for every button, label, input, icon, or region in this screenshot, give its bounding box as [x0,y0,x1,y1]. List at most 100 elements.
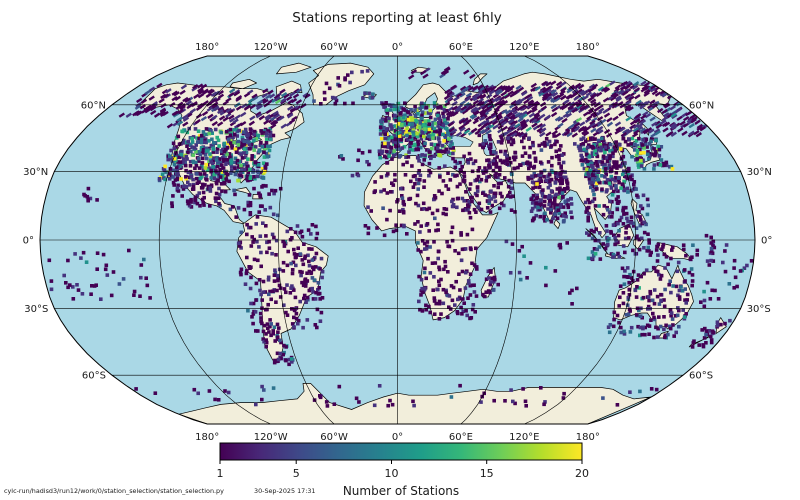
station-cell [661,116,669,122]
station-cell [643,142,648,146]
station-cell [590,101,597,107]
station-cell [443,259,447,264]
station-cell [177,142,182,146]
station-cell [255,215,260,219]
station-cell [260,131,264,135]
station-cell [356,158,360,163]
station-cell [539,113,546,119]
station-cell [169,148,173,153]
station-cell [481,171,486,175]
station-cell [427,304,431,309]
station-cell [672,334,676,338]
station-cell [648,128,655,134]
station-cell [441,132,445,137]
station-cell [153,391,158,395]
station-cell [385,161,390,165]
station-cell [284,310,288,315]
station-cell [642,167,647,171]
station-cell [268,318,272,322]
station-cell [311,297,316,301]
station-cell [381,206,385,210]
station-cell [690,283,694,288]
station-cell [595,147,600,152]
station-cell [623,269,627,273]
station-cell [259,319,263,324]
station-cell [410,124,414,129]
station-cell [410,116,414,120]
station-cell [539,170,544,175]
station-cell [413,125,417,130]
station-cell [508,190,512,195]
station-cell [179,103,187,109]
station-cell [611,252,616,257]
station-cell [404,155,408,159]
station-cell [248,147,252,151]
station-cell [547,202,551,207]
station-cell [670,131,677,137]
station-cell [248,225,253,230]
station-cell [389,108,393,112]
meridian-line [277,56,335,424]
station-cell [509,142,514,147]
station-cell [229,141,233,145]
station-cell [441,123,446,127]
station-cell [572,121,579,127]
station-cell [618,142,622,147]
station-cell [305,271,309,275]
station-cell [261,161,266,165]
station-cell [603,175,607,179]
station-cell [563,211,567,215]
station-cell [204,162,208,167]
station-cell [606,325,611,329]
station-cell [641,138,646,142]
station-cell [163,177,167,182]
station-cell [296,318,301,323]
station-cell [455,173,459,178]
station-cell [566,205,571,210]
station-cell [503,399,507,403]
station-cell [609,142,613,147]
station-cell [286,249,290,254]
station-cell [487,165,492,169]
station-cell [287,113,294,119]
station-cell [104,263,109,268]
station-cell [622,332,627,336]
station-cell [181,157,186,162]
station-cell [422,179,427,183]
station-cell [407,132,412,136]
station-cell [673,314,678,318]
station-cell [597,140,601,145]
station-cell [448,127,455,133]
station-cell [434,301,438,306]
lat-label-left: 30°S [24,304,48,315]
station-cell [275,273,280,278]
station-cell [539,386,543,390]
station-cell [651,152,655,157]
station-cell [614,129,621,135]
station-cell [646,150,650,154]
station-cell [519,119,526,125]
station-cell [411,130,416,135]
station-cell [273,268,277,272]
station-cell [584,172,588,177]
station-cell [682,315,687,319]
station-cell [622,274,626,279]
station-cell [573,125,581,131]
station-cell [415,177,419,182]
station-cell [509,179,514,183]
station-cell [400,123,404,127]
station-cell [610,211,614,215]
station-cell [319,102,323,106]
map-outline [39,55,756,425]
station-cell [435,146,440,150]
station-cell [451,146,455,150]
station-cell [313,297,318,301]
station-cell [212,172,216,177]
station-cell [386,403,390,408]
station-cell [404,153,408,157]
station-cell [414,201,418,206]
station-cell [488,269,493,273]
station-cell [627,106,634,112]
station-cell [600,160,605,164]
